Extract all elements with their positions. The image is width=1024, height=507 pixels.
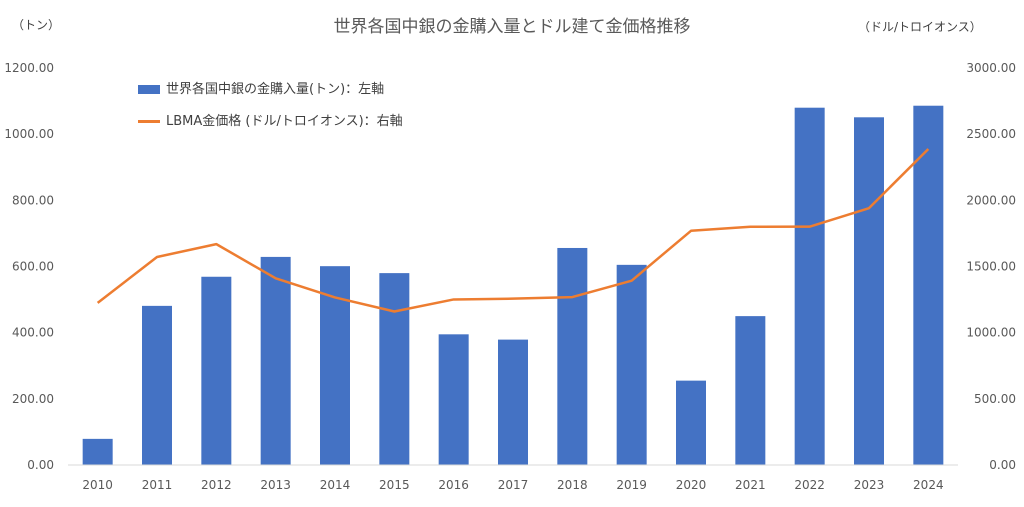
bar [794,107,825,465]
bar [676,380,706,465]
x-tick-label: 2012 [201,478,232,492]
left-axis-unit: （トン） [12,18,61,32]
right-tick-label: 1000.00 [966,326,1016,340]
left-tick-label: 1200.00 [4,61,54,75]
bar-series [82,105,944,466]
bar [557,247,588,465]
x-tick-label: 2024 [913,478,944,492]
x-tick-label: 2015 [379,478,410,492]
bar [735,316,766,465]
x-tick-label: 2013 [260,478,291,492]
bar [320,266,350,465]
right-tick-label: 1500.00 [966,260,1016,274]
x-tick-label: 2019 [616,478,647,492]
x-tick-label: 2022 [794,478,825,492]
x-tick-label: 2014 [320,478,351,492]
x-tick-label: 2020 [676,478,707,492]
legend-item-bar: 世界各国中銀の金購入量(トン)：左軸 [138,78,384,97]
left-tick-label: 200.00 [12,392,54,406]
x-tick-label: 2021 [735,478,766,492]
bar [854,117,884,466]
left-tick-label: 400.00 [12,326,54,340]
bar [82,438,113,465]
legend-bar-swatch [138,85,160,94]
legend-line-swatch [138,120,160,123]
legend-line-label: LBMA金価格 (ドル/トロイオンス)：右軸 [166,114,403,129]
right-tick-label: 0.00 [989,458,1016,472]
right-axis: 0.00 500.00 1000.00 1500.00 2000.00 2500.00 30… [966,61,1016,472]
right-tick-label: 2000.00 [966,193,1016,207]
chart-title: 世界各国中銀の金購入量とドル建て金価格推移 [333,17,691,37]
right-axis-unit: （ドル/トロイオンス） [858,20,982,34]
bar [498,339,528,465]
right-tick-label: 2500.00 [966,127,1016,141]
x-tick-label: 2017 [498,478,529,492]
x-tick-label: 2010 [82,478,113,492]
bar [201,276,232,465]
left-tick-label: 600.00 [12,260,54,274]
legend-bar-label: 世界各国中銀の金購入量(トン)：左軸 [166,82,385,97]
left-axis: 0.00 200.00 400.00 600.00 800.00 1000.00 1200.… [4,61,54,472]
left-tick-label: 1000.00 [4,127,54,141]
x-tick-label: 2023 [854,478,885,492]
legend-item-line: LBMA金価格 (ドル/トロイオンス)：右軸 [138,110,403,129]
right-tick-label: 500.00 [974,392,1016,406]
line-series [96,148,930,313]
bar [616,264,647,465]
left-tick-label: 0.00 [27,458,54,472]
bar [260,256,291,465]
bar [142,305,172,465]
bar [379,273,410,465]
bar [913,105,944,465]
x-tick-label: 2011 [142,478,173,492]
right-tick-label: 3000.00 [966,61,1016,75]
left-tick-label: 800.00 [12,193,54,207]
x-axis: 2010 2011 2012 2013 2014 2015 2016 2017 2018 2019… [82,478,943,492]
x-tick-label: 2018 [557,478,588,492]
x-tick-label: 2016 [438,478,469,492]
bar [438,334,469,465]
